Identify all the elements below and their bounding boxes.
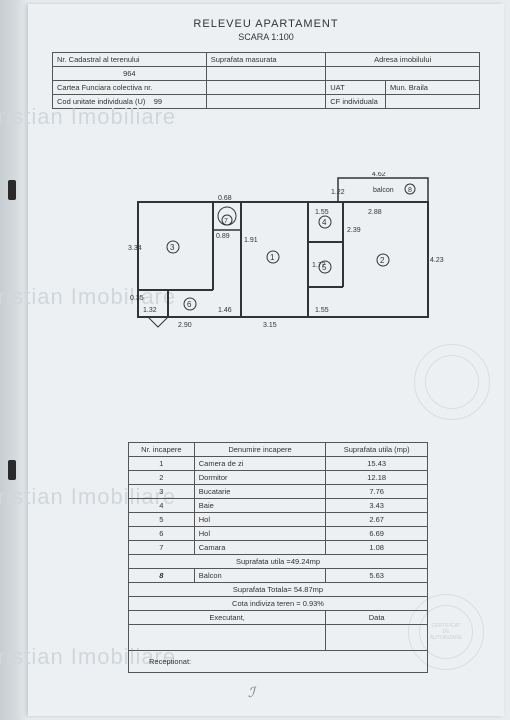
fp-dim: 1.46 xyxy=(218,307,232,314)
rt-name: Baie xyxy=(194,499,326,513)
fp-room: 7 xyxy=(224,218,228,225)
rt-h1: Nr. incapere xyxy=(129,443,195,457)
fp-room: 5 xyxy=(322,263,327,272)
signature: ℐ xyxy=(248,684,255,701)
rt-name: Hol xyxy=(194,527,326,541)
hdr-empty xyxy=(206,95,326,109)
rt-receptionat: Receptionat: xyxy=(129,651,428,673)
rt-area: 1.08 xyxy=(326,541,428,555)
fp-room: 2 xyxy=(380,256,385,265)
document-page: ristian Imobiliare ristian Imobiliare ri… xyxy=(28,4,504,716)
hdr-cadastral-nr: 964 xyxy=(53,67,207,81)
fp-dim: 2.90 xyxy=(178,322,192,329)
rt-name: Dormitor xyxy=(194,471,326,485)
rt-nr: 2 xyxy=(129,471,195,485)
stamp-circle xyxy=(414,344,490,420)
hdr-cod-label: Cod unitate individuala (U) xyxy=(57,97,145,106)
hdr-suprafata-label: Suprafata masurata xyxy=(206,53,326,67)
rt-name: Hol xyxy=(194,513,326,527)
fp-room: 4 xyxy=(322,218,327,227)
fp-dim: 2.39 xyxy=(347,227,361,234)
fp-dim: 4.62 xyxy=(372,172,386,178)
hdr-cod-unitate: Cod unitate individuala (U) 99 xyxy=(53,95,207,109)
fp-balcon-nr: 8 xyxy=(408,187,412,194)
fp-dim: 1.55 xyxy=(315,307,329,314)
fp-dim: 1.55 xyxy=(315,209,329,216)
fp-dim: 1.22 xyxy=(331,189,345,196)
floorplan: balcon 8 4.62 1.22 1.55 2.88 4.23 2.39 1… xyxy=(128,172,448,342)
rt-cota: Cota indiviza teren = 0.93% xyxy=(129,597,428,611)
rt-area: 3.43 xyxy=(326,499,428,513)
fp-dim: 0.89 xyxy=(216,233,230,240)
fp-room: 6 xyxy=(187,300,192,309)
table-row: 2Dormitor12.18 xyxy=(129,471,428,485)
table-row: 4Baie3.43 xyxy=(129,499,428,513)
rt-area: 5.63 xyxy=(326,569,428,583)
table-row: 3Bucatarie7.76 xyxy=(129,485,428,499)
rt-nr: 6 xyxy=(129,527,195,541)
rt-area: 15.43 xyxy=(326,457,428,471)
hdr-cf-indiv: CF individuala xyxy=(326,95,386,109)
rt-data: Data xyxy=(326,611,428,625)
hdr-adresa-label: Adresa imobilului xyxy=(326,53,480,67)
table-row: 6Hol6.69 xyxy=(129,527,428,541)
fp-dim: 2.88 xyxy=(368,209,382,216)
rt-name: Camara xyxy=(194,541,326,555)
rt-nr: 5 xyxy=(129,513,195,527)
fp-dim: 0.35 xyxy=(130,295,144,302)
rt-nr: 3 xyxy=(129,485,195,499)
rt-name: Bucatarie xyxy=(194,485,326,499)
binding-edge xyxy=(0,0,28,720)
rt-area: 2.67 xyxy=(326,513,428,527)
hdr-empty xyxy=(206,67,326,81)
rt-nr: 8 xyxy=(129,569,195,583)
fp-dim: 3.15 xyxy=(263,322,277,329)
hdr-empty xyxy=(386,95,480,109)
fp-balcon-label: balcon xyxy=(373,187,394,194)
rt-h2: Denumire incapere xyxy=(194,443,326,457)
rt-subtotal: Suprafata utila =49.24mp xyxy=(129,555,428,569)
rt-area: 12.18 xyxy=(326,471,428,485)
table-row: 8Balcon5.63 xyxy=(129,569,428,583)
hdr-empty xyxy=(326,67,480,81)
rt-h3: Suprafata utila (mp) xyxy=(326,443,428,457)
header-table: Nr. Cadastral al terenului Suprafata mas… xyxy=(52,52,480,109)
title: RELEVEU APARTAMENT xyxy=(28,4,504,30)
table-row: 5Hol2.67 xyxy=(129,513,428,527)
rt-empty xyxy=(129,625,326,651)
fp-dim: 1.32 xyxy=(143,307,157,314)
fp-room: 3 xyxy=(170,243,175,252)
hdr-cod-val: 99 xyxy=(154,97,162,106)
fp-dim: 3.34 xyxy=(128,245,142,252)
hdr-cadastral-label: Nr. Cadastral al terenului xyxy=(53,53,207,67)
hdr-cf-colectiva: Cartea Funciara colectiva nr. xyxy=(53,81,207,95)
rt-area: 7.76 xyxy=(326,485,428,499)
fp-room: 1 xyxy=(270,253,275,262)
table-row: 1Camera de zi15.43 xyxy=(129,457,428,471)
rooms-table: Nr. incapere Denumire incapere Suprafata… xyxy=(128,442,428,673)
rt-name: Balcon xyxy=(194,569,326,583)
rt-nr: 1 xyxy=(129,457,195,471)
table-row: 7Camara1.08 xyxy=(129,541,428,555)
hdr-uat-val: Mun. Braila xyxy=(386,81,480,95)
rt-name: Camera de zi xyxy=(194,457,326,471)
rt-nr: 7 xyxy=(129,541,195,555)
subtitle: SCARA 1:100 xyxy=(28,32,504,42)
rt-area: 6.69 xyxy=(326,527,428,541)
fp-dim: 1.91 xyxy=(244,237,258,244)
fp-dim: 4.23 xyxy=(430,257,444,264)
rt-empty xyxy=(326,625,428,651)
hdr-empty xyxy=(206,81,326,95)
rt-total: Suprafata Totala= 54.87mp xyxy=(129,583,428,597)
stamp-text: CERTIFICAT DE AUTORIZARE xyxy=(428,623,465,641)
rt-executant: Executant, xyxy=(129,611,326,625)
hdr-uat-label: UAT xyxy=(326,81,386,95)
fp-dim: 0.68 xyxy=(218,195,232,202)
rt-nr: 4 xyxy=(129,499,195,513)
